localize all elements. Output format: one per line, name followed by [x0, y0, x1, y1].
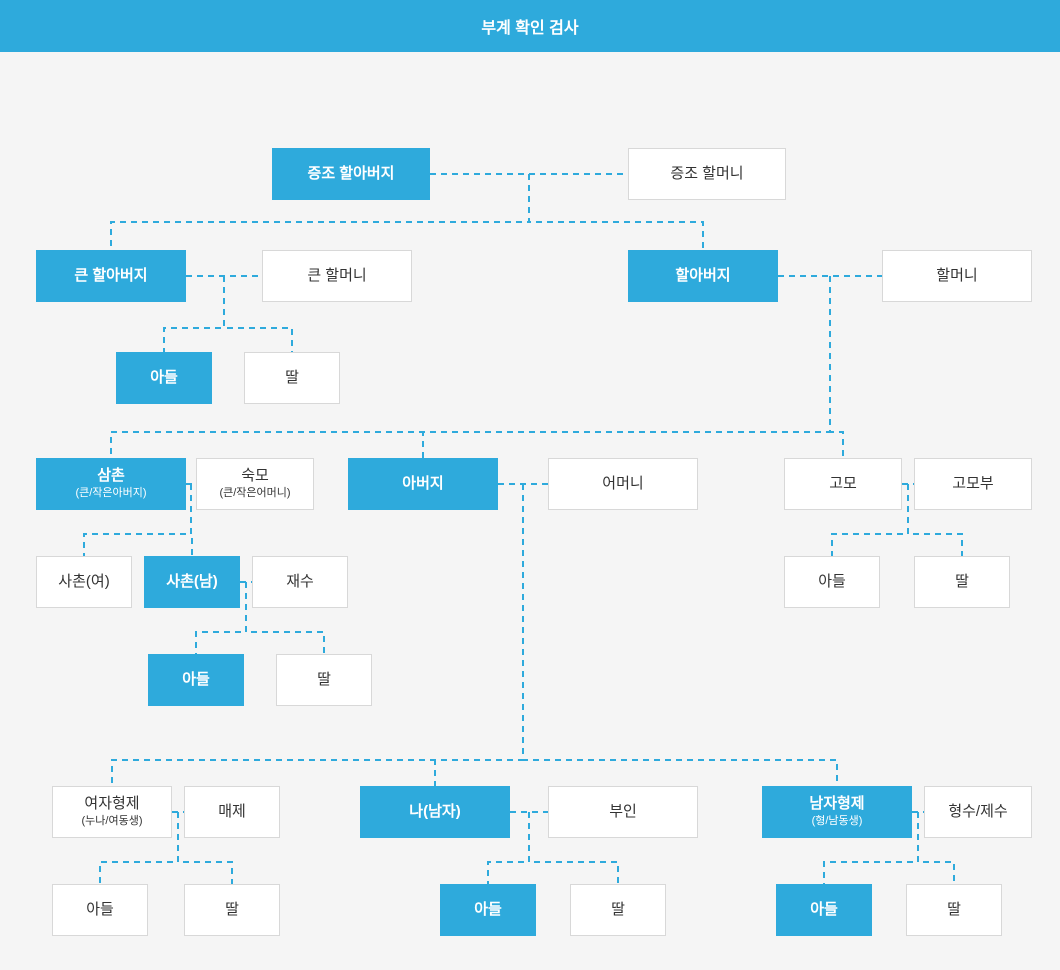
- node-my_daughter: 딸: [570, 884, 666, 936]
- node-sublabel: (누나/여동생): [82, 815, 143, 828]
- node-label: 아들: [474, 901, 502, 919]
- node-label: 숙모: [241, 467, 269, 485]
- node-label: 사촌(남): [166, 573, 217, 591]
- node-label: 딸: [225, 901, 239, 919]
- node-mother: 어머니: [548, 458, 698, 510]
- node-label: 증조 할아버지: [308, 165, 395, 183]
- node-great_uncle: 큰 할아버지: [36, 250, 186, 302]
- node-aunt_daughter: 딸: [914, 556, 1010, 608]
- node-gu_daughter: 딸: [244, 352, 340, 404]
- node-label: 딸: [285, 369, 299, 387]
- node-label: 형수/제수: [948, 803, 1007, 821]
- node-label: 아들: [818, 573, 846, 591]
- node-label: 사촌(여): [58, 573, 109, 591]
- node-uncle: 삼촌 (큰/작은아버지): [36, 458, 186, 510]
- tree-canvas: 증조 할아버지증조 할머니큰 할아버지큰 할머니할아버지할머니아들딸삼촌(큰/작…: [0, 52, 1060, 970]
- node-label: 아들: [810, 901, 838, 919]
- node-label: 부인: [609, 803, 637, 821]
- node-sister_son: 아들: [52, 884, 148, 936]
- node-label: 딸: [317, 671, 331, 689]
- node-label: 나(남자): [409, 803, 460, 821]
- node-label: 증조 할머니: [670, 165, 743, 183]
- node-sublabel: (큰/작은어머니): [219, 487, 290, 500]
- node-sister_daughter: 딸: [184, 884, 280, 936]
- node-sublabel: (큰/작은아버지): [75, 487, 146, 500]
- node-brother_daughter: 딸: [906, 884, 1002, 936]
- node-cousin_wife: 재수: [252, 556, 348, 608]
- node-label: 딸: [947, 901, 961, 919]
- node-label: 큰 할아버지: [74, 267, 147, 285]
- node-aunt_husband: 고모부: [914, 458, 1032, 510]
- node-father: 아버지: [348, 458, 498, 510]
- node-great_grandmother: 증조 할머니: [628, 148, 786, 200]
- node-aunt: 고모: [784, 458, 902, 510]
- page-title: 부계 확인 검사: [0, 0, 1060, 52]
- node-cousin_daughter: 딸: [276, 654, 372, 706]
- node-brother: 남자형제 (형/남동생): [762, 786, 912, 838]
- node-label: 고모: [829, 475, 857, 493]
- node-sister_husband: 매제: [184, 786, 280, 838]
- node-great_aunt: 큰 할머니: [262, 250, 412, 302]
- node-wife: 부인: [548, 786, 698, 838]
- node-gu_son: 아들: [116, 352, 212, 404]
- node-sublabel: (형/남동생): [812, 815, 863, 828]
- node-label: 재수: [286, 573, 314, 591]
- node-my_son: 아들: [440, 884, 536, 936]
- node-cousin_f: 사촌(여): [36, 556, 132, 608]
- node-label: 아들: [150, 369, 178, 387]
- node-great_grandfather: 증조 할아버지: [272, 148, 430, 200]
- node-me: 나(남자): [360, 786, 510, 838]
- node-sister: 여자형제 (누나/여동생): [52, 786, 172, 838]
- node-label: 남자형제: [809, 795, 864, 813]
- node-label: 아들: [182, 671, 210, 689]
- node-aunt_son: 아들: [784, 556, 880, 608]
- node-label: 딸: [955, 573, 969, 591]
- node-label: 할머니: [936, 267, 977, 285]
- node-label: 여자형제: [84, 795, 139, 813]
- node-label: 할아버지: [675, 267, 730, 285]
- node-grandmother: 할머니: [882, 250, 1032, 302]
- node-label: 아버지: [402, 475, 443, 493]
- node-brother_wife: 형수/제수: [924, 786, 1032, 838]
- node-cousin_m: 사촌(남): [144, 556, 240, 608]
- node-label: 딸: [611, 901, 625, 919]
- node-label: 고모부: [952, 475, 993, 493]
- node-label: 어머니: [602, 475, 643, 493]
- node-label: 큰 할머니: [307, 267, 366, 285]
- node-cousin_son: 아들: [148, 654, 244, 706]
- node-label: 삼촌: [97, 467, 125, 485]
- node-grandfather: 할아버지: [628, 250, 778, 302]
- node-brother_son: 아들: [776, 884, 872, 936]
- node-label: 매제: [218, 803, 246, 821]
- node-label: 아들: [86, 901, 114, 919]
- node-aunt_wife: 숙모 (큰/작은어머니): [196, 458, 314, 510]
